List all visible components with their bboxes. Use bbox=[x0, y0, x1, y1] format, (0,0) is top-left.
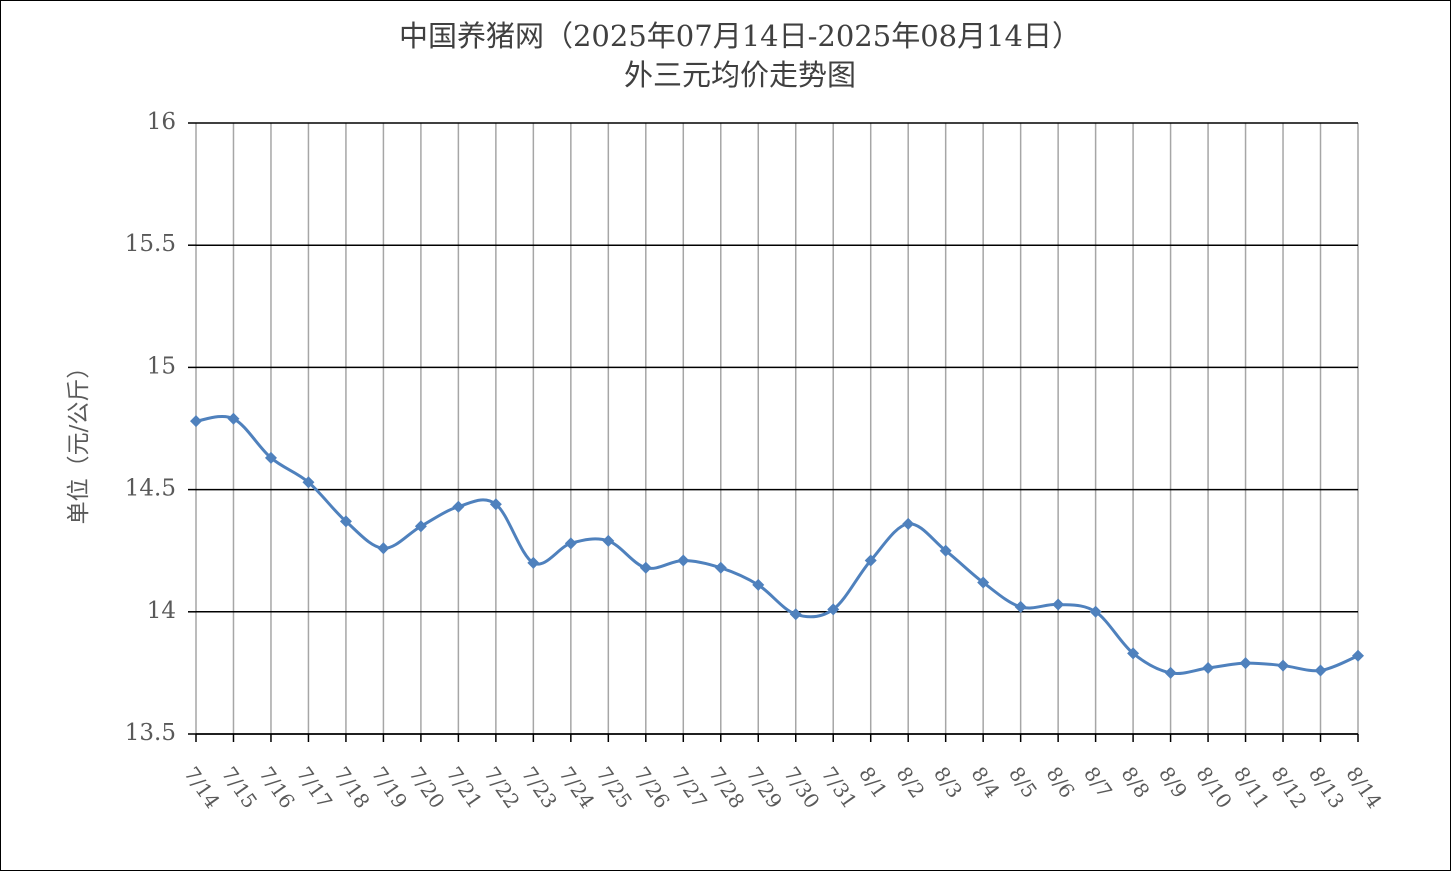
data-marker bbox=[714, 561, 727, 574]
y-tick-label: 16 bbox=[147, 109, 176, 135]
data-marker bbox=[1314, 664, 1327, 677]
data-marker bbox=[827, 603, 840, 616]
data-marker bbox=[414, 520, 427, 533]
data-marker bbox=[1164, 666, 1177, 679]
data-marker bbox=[789, 608, 802, 621]
y-tick-label: 13.5 bbox=[125, 720, 176, 746]
data-marker bbox=[527, 556, 540, 569]
y-tick-label: 14.5 bbox=[125, 476, 176, 502]
y-tick-label: 15 bbox=[147, 353, 176, 379]
data-marker bbox=[1352, 649, 1364, 662]
chart-subtitle: 外三元均价走势图 bbox=[624, 58, 856, 92]
data-marker bbox=[1202, 662, 1215, 675]
data-marker bbox=[489, 498, 502, 511]
chart-title: 中国养猪网（2025年07月14日-2025年08月14日） bbox=[399, 19, 1081, 53]
data-marker bbox=[1089, 605, 1102, 618]
data-marker bbox=[639, 561, 652, 574]
data-marker bbox=[1014, 600, 1027, 613]
data-marker bbox=[339, 515, 352, 528]
data-marker bbox=[1277, 659, 1290, 672]
data-marker bbox=[677, 554, 690, 567]
data-marker bbox=[302, 476, 315, 489]
data-marker bbox=[564, 537, 577, 550]
data-marker bbox=[1127, 647, 1140, 660]
data-marker bbox=[1052, 598, 1065, 611]
data-marker bbox=[227, 412, 240, 425]
data-marker bbox=[377, 542, 390, 555]
y-tick-label: 15.5 bbox=[125, 231, 176, 257]
data-marker bbox=[902, 517, 915, 530]
data-marker bbox=[1239, 657, 1252, 670]
y-tick-label: 14 bbox=[147, 598, 176, 624]
data-marker bbox=[977, 576, 990, 589]
data-marker bbox=[864, 554, 877, 567]
data-marker bbox=[752, 578, 765, 591]
data-marker bbox=[264, 451, 277, 464]
data-marker bbox=[602, 534, 615, 547]
data-marker bbox=[190, 415, 202, 428]
data-marker bbox=[452, 500, 465, 513]
y-axis-label: 单位（元/公斤） bbox=[66, 356, 92, 525]
data-marker bbox=[939, 544, 952, 557]
